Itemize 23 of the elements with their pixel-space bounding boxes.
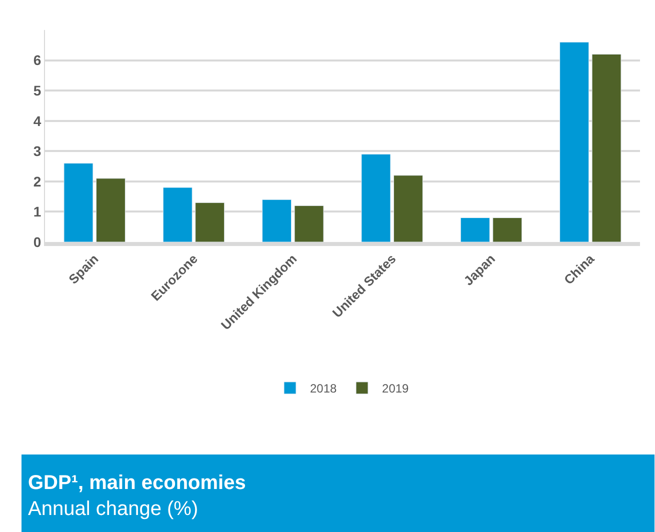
bar [492, 218, 522, 242]
y-tick-label: 3 [33, 143, 42, 160]
y-tick-label: 1 [33, 204, 42, 220]
bar [162, 187, 192, 242]
legend-label: 2018 [310, 382, 338, 396]
y-tick-label: 5 [33, 82, 42, 98]
bar [361, 154, 391, 242]
bar [592, 54, 622, 242]
bar [195, 202, 225, 242]
y-tick-label: 0 [33, 234, 42, 250]
bar [460, 218, 490, 242]
text: Annual change (%) [28, 498, 198, 520]
bar [96, 178, 126, 242]
bar [64, 163, 94, 242]
bar [393, 175, 423, 242]
legend-label: 2019 [382, 382, 410, 396]
bar [560, 42, 590, 242]
y-tick-label: 4 [33, 112, 42, 129]
text: GDP¹, main economies [28, 472, 246, 494]
bar [262, 199, 292, 242]
y-tick-label: 2 [33, 173, 42, 190]
bar [294, 205, 324, 242]
y-tick-label: 6 [33, 52, 42, 68]
